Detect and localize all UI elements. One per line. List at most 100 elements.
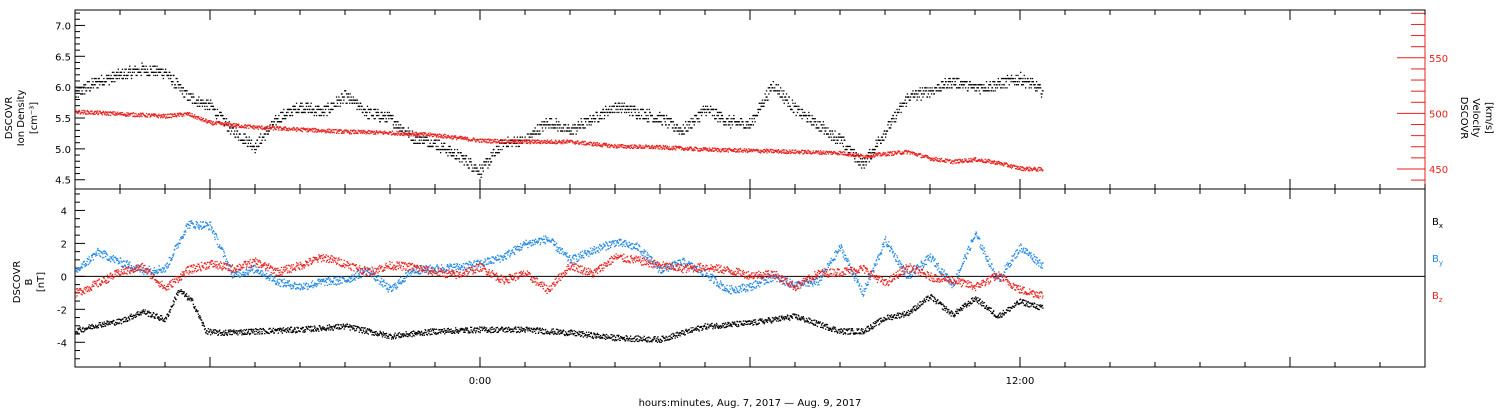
velocity-point	[786, 152, 788, 155]
density-point	[895, 121, 897, 123]
velocity-point	[882, 151, 884, 154]
velocity-point	[838, 150, 840, 153]
velocity-point	[860, 153, 862, 156]
density-point	[557, 124, 559, 126]
bx-point	[310, 331, 312, 333]
density-point	[181, 90, 183, 92]
velocity-point	[447, 134, 449, 137]
density-point	[494, 155, 496, 157]
density-point	[880, 142, 882, 144]
velocity-point	[707, 149, 709, 151]
velocity-point	[182, 113, 184, 116]
density-point	[694, 114, 696, 117]
density-point	[438, 139, 440, 141]
bx-point	[223, 330, 225, 332]
bx-point	[363, 330, 365, 333]
density-point	[807, 114, 809, 117]
density-point	[780, 87, 782, 89]
density-point	[621, 108, 624, 111]
velocity-point	[524, 140, 526, 142]
density-point	[220, 114, 222, 117]
density-point	[460, 155, 463, 157]
bx-point	[336, 327, 338, 330]
bx-point	[190, 298, 193, 300]
velocity-point	[303, 127, 305, 130]
velocity-point	[915, 154, 917, 156]
velocity-point	[990, 162, 992, 165]
density-point	[191, 102, 194, 104]
velocity-point	[170, 113, 172, 115]
bx-point	[255, 328, 258, 330]
density-point	[450, 152, 452, 154]
density-point	[850, 148, 852, 151]
velocity-point	[423, 132, 425, 134]
density-point	[740, 118, 743, 120]
velocity-point	[989, 160, 991, 162]
velocity-point	[207, 120, 209, 123]
velocity-point	[253, 128, 255, 130]
bx-point	[161, 318, 163, 320]
velocity-point	[692, 149, 694, 151]
density-point	[145, 71, 147, 73]
velocity-point	[931, 157, 933, 159]
velocity-point	[85, 113, 88, 115]
velocity-point	[911, 153, 914, 155]
velocity-point	[495, 138, 497, 141]
velocity-point	[673, 147, 675, 149]
velocity-point	[564, 142, 566, 144]
velocity-point	[895, 152, 897, 155]
density-point	[420, 139, 422, 141]
velocity-point	[857, 154, 859, 156]
velocity-point	[906, 151, 909, 153]
bx-point	[366, 328, 369, 330]
density-point	[78, 87, 80, 89]
density-point	[591, 121, 594, 123]
velocity-point	[388, 133, 390, 135]
density-point	[381, 111, 383, 114]
bx-point	[213, 329, 215, 331]
bx-point	[325, 328, 327, 330]
velocity-point	[854, 155, 856, 158]
density-point	[838, 136, 840, 138]
density-point	[1014, 77, 1016, 80]
velocity-point	[806, 151, 808, 153]
velocity-point	[96, 110, 99, 112]
velocity-point	[200, 118, 203, 121]
bx-point	[85, 327, 87, 330]
velocity-point	[186, 111, 189, 114]
velocity-point	[525, 142, 527, 144]
density-point	[168, 77, 170, 80]
bx-point	[221, 333, 224, 336]
density-point	[550, 118, 552, 120]
velocity-point	[111, 112, 113, 115]
bx-point	[361, 332, 364, 334]
density-point	[1029, 84, 1031, 86]
density-point	[747, 121, 749, 123]
velocity-point	[206, 122, 208, 124]
velocity-point	[595, 142, 598, 144]
density-point	[841, 136, 843, 138]
density-point	[328, 108, 330, 111]
density-point	[805, 114, 808, 117]
density-point	[140, 74, 142, 77]
density-point	[276, 118, 278, 120]
density-point	[803, 114, 805, 117]
velocity-point	[174, 112, 176, 115]
density-point	[637, 108, 639, 111]
velocity-point	[716, 147, 718, 150]
density-point	[592, 118, 594, 120]
bx-point	[192, 303, 194, 305]
velocity-point	[954, 162, 956, 164]
velocity-point	[748, 148, 750, 150]
density-point	[731, 121, 733, 123]
density-point	[201, 102, 203, 104]
velocity-point	[558, 139, 560, 141]
velocity-point	[140, 113, 143, 115]
velocity-point	[446, 135, 448, 137]
bx-point	[275, 330, 278, 332]
velocity-point	[866, 154, 868, 156]
bx-point	[296, 326, 298, 328]
density-point	[673, 124, 675, 126]
bx-point	[298, 330, 300, 332]
density-point	[648, 121, 650, 123]
